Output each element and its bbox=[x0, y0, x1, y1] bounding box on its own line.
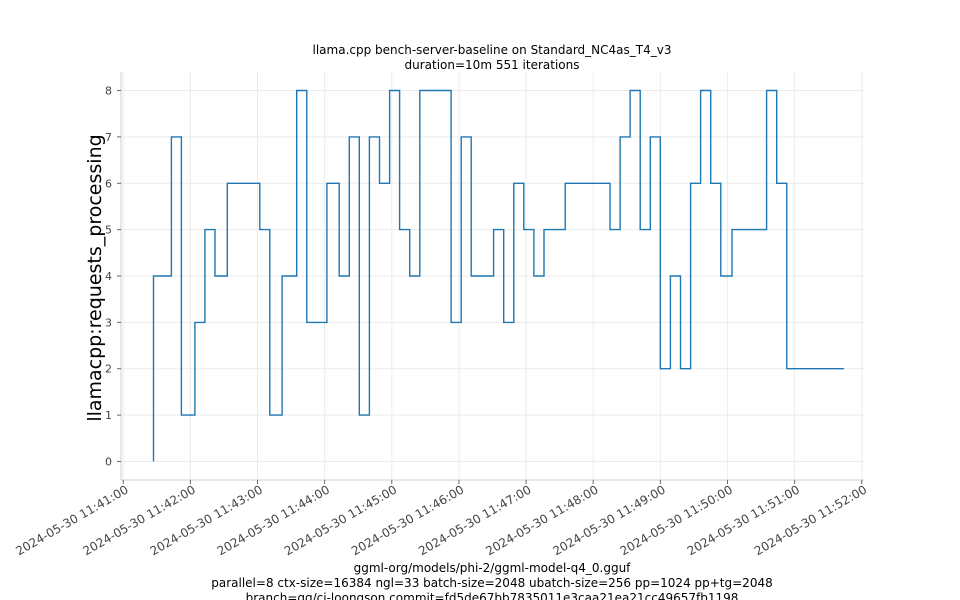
y-tick-label: 1 bbox=[105, 409, 112, 422]
footer-params: parallel=8 ctx-size=16384 ngl=33 batch-s… bbox=[211, 576, 772, 590]
footer-branch: branch=gg/ci-loongson commit=fd5de67bb78… bbox=[246, 591, 739, 600]
series bbox=[152, 89, 844, 462]
y-tick-label: 4 bbox=[105, 270, 112, 283]
chart-title: llama.cpp bench-server-baseline on Stand… bbox=[313, 43, 672, 57]
footer-model: ggml-org/models/phi-2/ggml-model-q4_0.gg… bbox=[354, 561, 632, 575]
chart-subtitle: duration=10m 551 iterations bbox=[405, 58, 580, 72]
y-tick-label: 6 bbox=[105, 177, 112, 190]
y-axis-label: llamacpp:requests_processing bbox=[84, 134, 106, 421]
x-tick-label: 2024-05-30 11:48:00 bbox=[483, 482, 600, 558]
x-tick-label: 2024-05-30 11:41:00 bbox=[13, 482, 130, 558]
x-tick-label: 2024-05-30 11:51:00 bbox=[685, 482, 802, 558]
x-tick-label: 2024-05-30 11:52:00 bbox=[752, 482, 869, 558]
x-tick-label: 2024-05-30 11:50:00 bbox=[618, 482, 735, 558]
x-tick-label: 2024-05-30 11:43:00 bbox=[148, 482, 265, 558]
series-line bbox=[152, 89, 844, 462]
y-tick-label: 7 bbox=[105, 131, 112, 144]
y-tick-label: 3 bbox=[105, 316, 112, 329]
x-tick-label: 2024-05-30 11:45:00 bbox=[282, 482, 399, 558]
x-tick-label: 2024-05-30 11:44:00 bbox=[215, 482, 332, 558]
x-tick-label: 2024-05-30 11:47:00 bbox=[416, 482, 533, 558]
y-ticks: 0 1 2 3 4 5 6 7 8 bbox=[105, 85, 121, 468]
x-tick-label: 2024-05-30 11:42:00 bbox=[80, 482, 197, 558]
x-tick-label: 2024-05-30 11:46:00 bbox=[349, 482, 466, 558]
x-tick-label: 2024-05-30 11:49:00 bbox=[550, 482, 667, 558]
y-tick-label: 5 bbox=[105, 224, 112, 237]
y-tick-label: 8 bbox=[105, 85, 112, 98]
y-tick-label: 2 bbox=[105, 363, 112, 376]
y-tick-label: 0 bbox=[105, 455, 112, 468]
